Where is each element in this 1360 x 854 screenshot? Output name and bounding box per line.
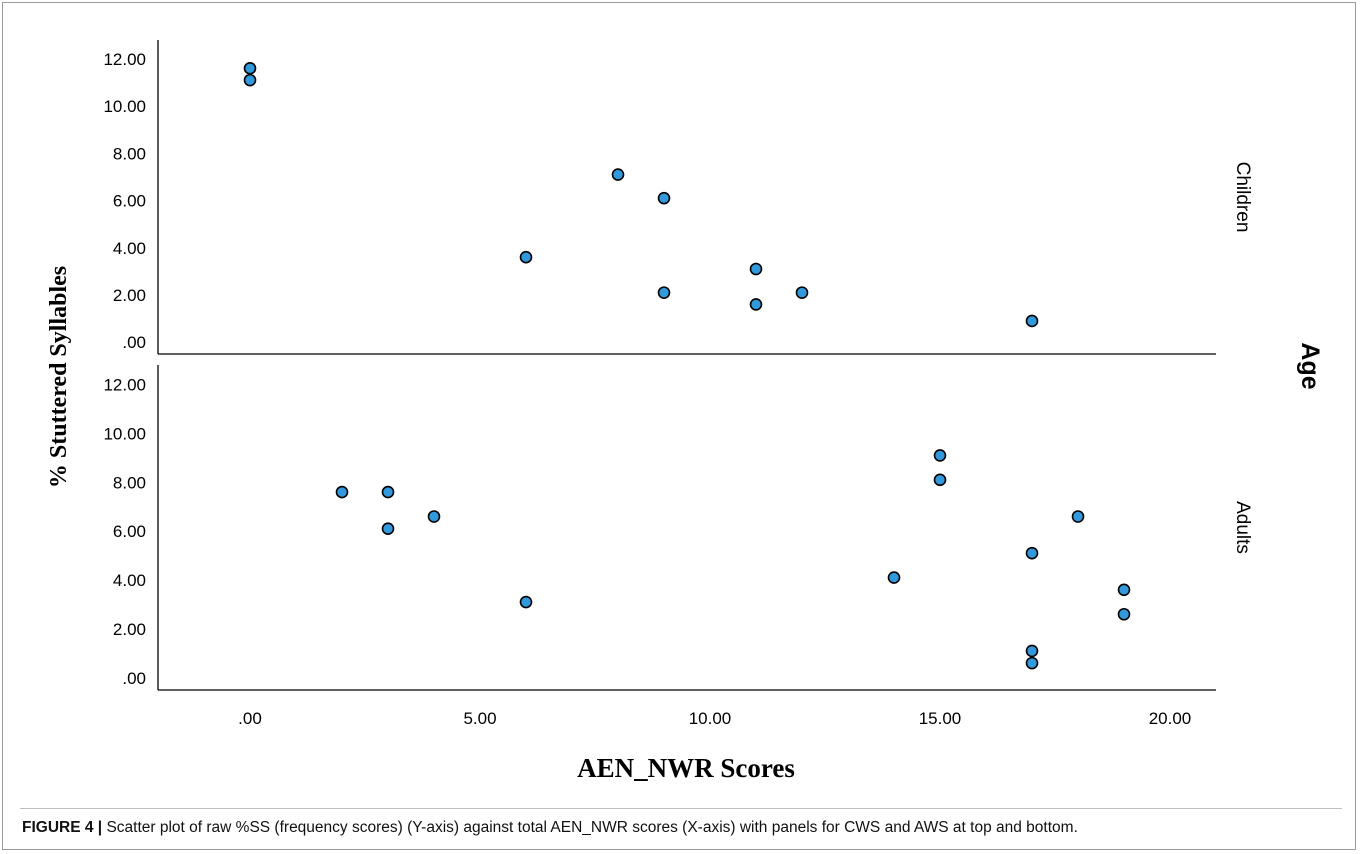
caption-label: FIGURE 4 | [22,819,103,836]
y-tick-label: 2.00 [113,620,146,639]
x-tick-label: .00 [238,709,262,728]
y-tick-label: 4.00 [113,239,146,258]
x-tick-label: 5.00 [463,709,496,728]
data-point [1025,656,1039,670]
data-point [749,298,763,311]
data-point [749,262,763,276]
y-tick-label: 8.00 [113,473,146,492]
y-tick-label: 4.00 [113,571,146,590]
data-point [243,62,257,75]
y-tick-label: 12.00 [103,50,146,69]
data-point [381,485,395,499]
data-point [657,286,671,299]
y-tick-label: .00 [122,333,146,352]
panel-label: Adults [1232,501,1253,554]
data-point [335,485,349,499]
facet-axis-title: Age [1296,342,1324,389]
data-point [933,449,947,462]
data-point [795,286,809,299]
points-layer [243,62,1131,670]
data-point [611,168,625,181]
data-point [519,595,533,609]
caption-divider [20,808,1342,809]
x-tick-label: 15.00 [919,709,962,728]
y-tick-label: 6.00 [113,192,146,211]
data-point [1117,583,1131,597]
x-axis-title: AEN_NWR Scores [577,753,795,783]
data-point [381,522,395,536]
y-axis-title: % Stuttered Syllables [46,266,72,488]
y-tick-label: .00 [122,669,146,688]
data-point [1025,644,1039,658]
panel-label: Children [1232,162,1253,233]
y-tick-label: 10.00 [103,424,146,443]
data-point [519,250,533,264]
y-tick-label: 8.00 [113,144,146,163]
figure-caption: FIGURE 4 | Scatter plot of raw %SS (freq… [22,819,1342,837]
data-point [657,191,671,205]
x-tick-label: 10.00 [689,709,732,728]
data-point [1025,546,1039,560]
y-tick-label: 10.00 [103,97,146,116]
y-tick-label: 2.00 [113,286,146,305]
axes-layer: .00 2.00 4.00 6.00 8.00 10.00 12.00 Children .00… [103,40,1253,728]
data-point [1025,314,1039,328]
data-point [887,571,901,584]
data-point [1071,510,1085,523]
data-point [1117,607,1131,621]
caption-text: Scatter plot of raw %SS (frequency score… [102,819,1078,836]
data-point [243,73,257,87]
y-tick-label: 12.00 [103,376,146,395]
data-point [933,473,947,487]
y-tick-label: 6.00 [113,522,146,541]
x-tick-label: 20.00 [1149,709,1192,728]
data-point [427,510,441,523]
